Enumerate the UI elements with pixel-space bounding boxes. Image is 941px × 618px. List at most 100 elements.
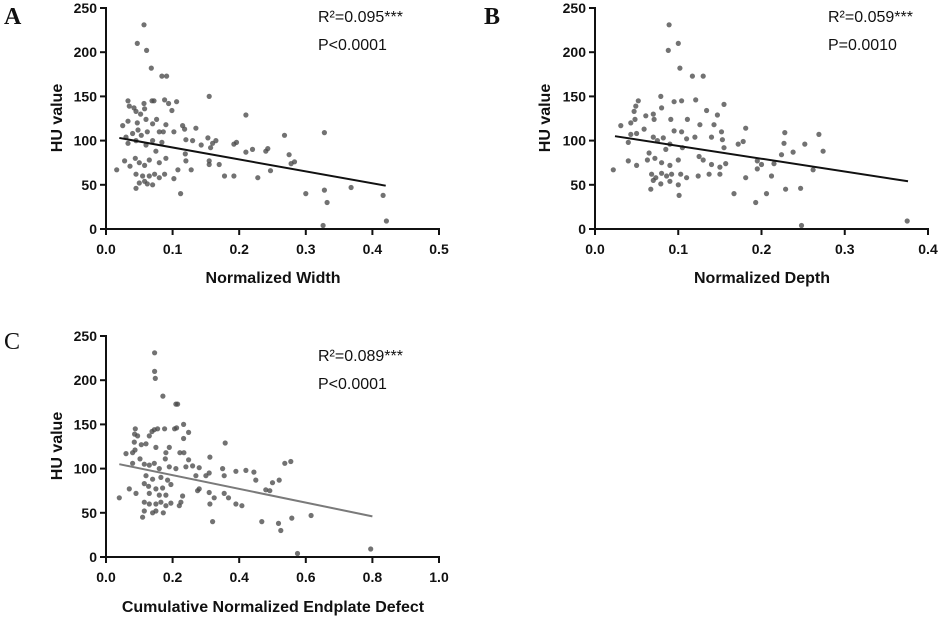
data-point bbox=[758, 161, 765, 168]
data-point bbox=[163, 122, 169, 128]
x-tick-label: 0.1 bbox=[669, 241, 689, 257]
data-point bbox=[651, 116, 657, 122]
data-point bbox=[643, 113, 649, 119]
data-point bbox=[269, 480, 276, 486]
data-point bbox=[206, 489, 212, 496]
y-tick-label: 200 bbox=[74, 44, 98, 60]
data-point bbox=[671, 128, 677, 134]
data-point bbox=[233, 468, 239, 474]
data-point bbox=[206, 93, 212, 99]
data-point bbox=[160, 485, 166, 491]
y-tick-label: 250 bbox=[563, 0, 587, 16]
data-point bbox=[678, 171, 684, 177]
y-tick-label: 0 bbox=[578, 221, 586, 237]
data-point bbox=[267, 488, 273, 494]
data-point bbox=[222, 440, 228, 446]
data-point bbox=[152, 375, 158, 381]
p-value-annotation: P=0.0010 bbox=[828, 37, 897, 54]
data-point bbox=[618, 123, 624, 129]
data-point bbox=[735, 141, 741, 147]
data-point bbox=[126, 103, 132, 109]
data-point bbox=[658, 181, 664, 187]
data-point bbox=[820, 148, 826, 154]
data-point bbox=[719, 137, 726, 143]
data-point bbox=[669, 171, 675, 177]
data-point bbox=[695, 173, 701, 179]
data-point bbox=[144, 181, 150, 187]
data-point bbox=[697, 122, 703, 128]
data-point bbox=[278, 527, 284, 534]
data-point bbox=[634, 130, 640, 137]
data-point bbox=[211, 495, 217, 501]
data-point bbox=[162, 171, 168, 177]
y-tick-label: 50 bbox=[81, 177, 97, 193]
data-point bbox=[684, 136, 690, 142]
data-point bbox=[754, 158, 760, 164]
data-point bbox=[259, 519, 265, 525]
data-point bbox=[138, 132, 144, 138]
data-point bbox=[684, 116, 691, 122]
data-point bbox=[790, 149, 796, 155]
data-point bbox=[233, 501, 239, 507]
y-tick-label: 100 bbox=[563, 133, 587, 149]
data-point bbox=[141, 22, 147, 28]
x-axis-label: Normalized Depth bbox=[694, 270, 830, 287]
data-point bbox=[321, 130, 327, 136]
data-point bbox=[166, 444, 172, 450]
data-point bbox=[782, 130, 788, 136]
data-point bbox=[700, 73, 706, 79]
data-point bbox=[133, 490, 139, 496]
data-point bbox=[146, 483, 152, 489]
data-point bbox=[182, 126, 188, 132]
data-point bbox=[159, 139, 165, 145]
data-point bbox=[802, 141, 808, 147]
data-point bbox=[133, 108, 139, 114]
scatter-points bbox=[116, 350, 374, 557]
data-point bbox=[146, 157, 152, 163]
data-point bbox=[663, 146, 669, 152]
data-point bbox=[125, 98, 131, 104]
data-point bbox=[146, 462, 152, 468]
scatter-points bbox=[610, 22, 910, 229]
x-tick-label: 0.3 bbox=[835, 241, 855, 257]
data-point bbox=[163, 450, 169, 456]
data-point bbox=[221, 490, 227, 496]
data-point bbox=[174, 99, 180, 105]
data-point bbox=[659, 105, 665, 111]
data-point bbox=[743, 125, 749, 131]
data-point bbox=[679, 129, 685, 135]
data-point bbox=[175, 167, 181, 173]
data-point bbox=[150, 121, 156, 127]
data-point bbox=[693, 97, 699, 103]
r-squared-annotation: R²=0.089*** bbox=[318, 348, 403, 365]
data-point bbox=[166, 464, 172, 470]
data-point bbox=[321, 187, 327, 193]
data-point bbox=[721, 101, 727, 107]
data-point bbox=[652, 155, 658, 161]
data-point bbox=[753, 199, 759, 206]
x-tick-label: 0.2 bbox=[229, 241, 249, 257]
data-point bbox=[158, 474, 164, 480]
data-point bbox=[646, 150, 652, 156]
y-tick-label: 250 bbox=[74, 328, 98, 344]
data-point bbox=[717, 171, 723, 177]
data-point bbox=[320, 222, 326, 229]
data-point bbox=[210, 140, 216, 146]
x-tick-label: 0.0 bbox=[96, 569, 116, 585]
data-point bbox=[771, 161, 777, 167]
data-point bbox=[267, 168, 274, 174]
data-point bbox=[196, 465, 202, 471]
data-point bbox=[181, 450, 187, 456]
data-point bbox=[348, 184, 354, 191]
data-point bbox=[659, 170, 665, 176]
data-point bbox=[171, 176, 177, 182]
data-point bbox=[146, 490, 152, 496]
data-point bbox=[173, 466, 179, 472]
data-point bbox=[205, 135, 211, 141]
data-point bbox=[282, 460, 288, 466]
data-point bbox=[156, 175, 162, 181]
data-point bbox=[659, 160, 665, 166]
data-point bbox=[708, 161, 715, 168]
data-point bbox=[136, 160, 142, 166]
